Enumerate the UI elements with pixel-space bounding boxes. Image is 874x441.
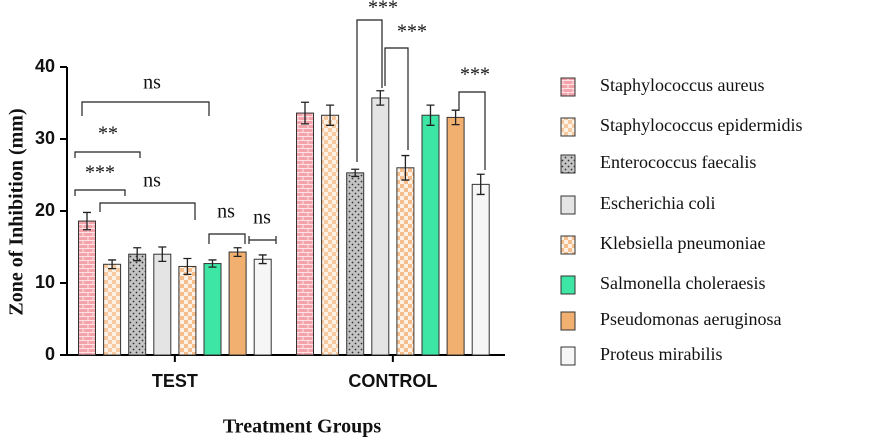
significance-bracket [81,101,210,116]
significance-label: *** [368,0,398,19]
legend-swatch [560,117,576,137]
significance-label: ns [217,201,235,223]
error-bar [258,254,267,265]
significance-label: *** [460,64,490,86]
bar [396,167,415,356]
y-tick-label: 30 [35,128,55,148]
legend-swatch [560,195,576,215]
bar [253,258,272,356]
error-bar [476,173,485,196]
bar [421,114,440,356]
legend-swatch [560,275,576,295]
error-bar [451,109,460,126]
error-bar [133,247,142,262]
error-bar [158,246,167,263]
bar [296,112,314,356]
bar [103,263,122,356]
bar [471,183,490,356]
y-tick-label: 20 [35,200,55,220]
error-bar [233,247,242,258]
significance-label: *** [85,162,115,184]
x-axis-title: Treatment Groups [223,416,382,438]
significance-bracket [356,19,383,162]
significance-bracket [248,236,277,244]
bar [321,114,340,356]
error-bar [83,211,91,231]
significance-label: ns [143,72,161,94]
error-bar [301,101,309,125]
significance-bracket [208,233,246,244]
bar [178,265,197,356]
bar [203,263,222,356]
significance-bracket [384,47,409,150]
significance-label: *** [397,21,427,43]
x-tick-label: CONTROL [348,371,437,391]
error-bar [351,168,360,178]
legend-label: Staphylococcus epidermidis [600,115,802,135]
legend-label: Klebsiella pneumoniae [600,233,765,253]
y-tick-label: 10 [35,272,55,292]
y-tick-label: 0 [45,344,55,364]
significance-label: ns [143,170,161,192]
significance-bracket [458,91,486,170]
significance-bracket [74,151,141,158]
error-bar [376,90,385,106]
bar [446,116,465,356]
bar [153,253,172,356]
error-bar [183,257,192,276]
legend-label: Enterococcus faecalis [600,152,756,172]
legend-swatch [560,311,576,331]
legend-swatch [560,235,576,255]
bar [78,220,96,356]
legend-swatch [560,346,576,366]
bar [346,172,365,356]
significance-bracket [99,202,196,220]
bar [371,97,390,356]
y-axis-title: Zone of Inhibition (mm) [6,108,28,315]
legend-label: Salmonella choleraesis [600,273,765,293]
error-bar [208,259,217,268]
legend-swatch [560,154,576,174]
significance-label: ** [98,123,118,145]
significance-bracket [74,189,126,196]
bar [228,251,247,356]
error-bar [426,104,435,126]
x-tick-label: TEST [152,371,198,391]
legend-label: Escherichia coli [600,193,715,213]
bar [128,253,147,356]
legend-swatch [560,77,576,97]
legend-label: Pseudomonas aeruginosa [600,309,781,329]
error-bar [401,154,410,181]
legend-label: Proteus mirabilis [600,344,723,364]
error-bar [326,104,335,126]
y-tick-label: 40 [35,56,55,76]
legend-label: Staphylococcus aureus [600,75,764,95]
significance-label: ns [253,207,271,229]
error-bar [108,259,117,270]
